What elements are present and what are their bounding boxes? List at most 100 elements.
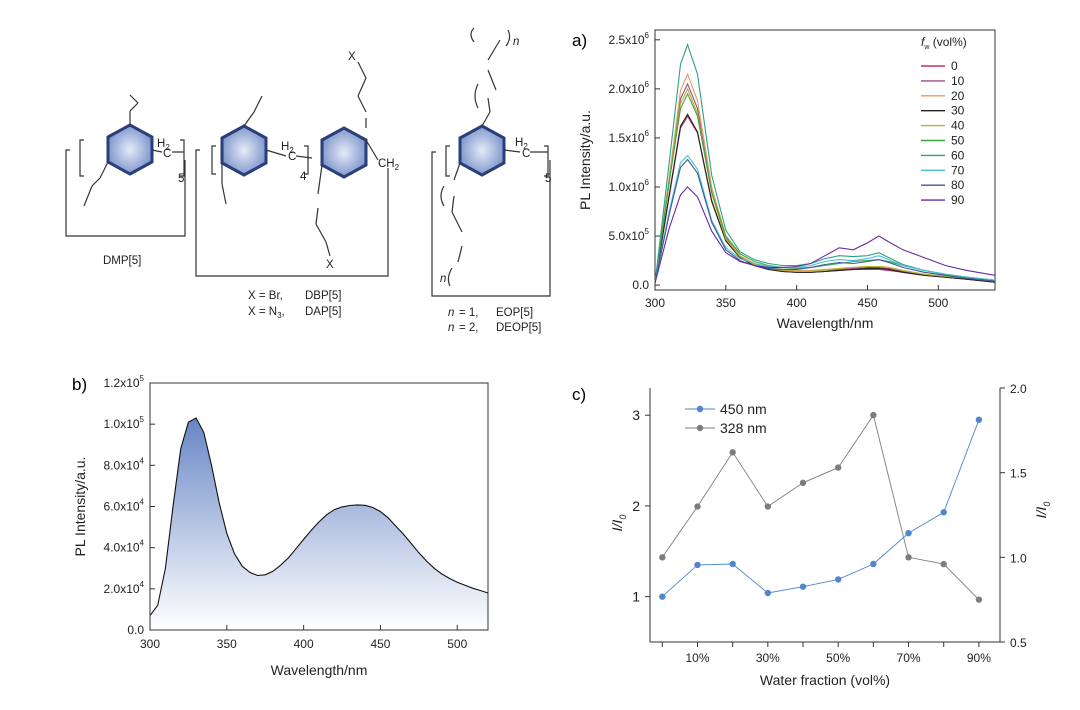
x-tick-label: 350	[716, 296, 736, 310]
series-line-70	[654, 154, 996, 284]
data-point-328nm	[975, 596, 983, 603]
bracket-right	[304, 145, 309, 175]
oxy-chain-bottom-3	[315, 223, 327, 243]
legend-label-60: 60	[951, 148, 965, 162]
methoxy-bond-bottom-3	[83, 185, 93, 207]
structure-dbp-labels: X H2 C 4 CH2 X X = Br, DBP[5] X = N3, DA…	[248, 51, 400, 320]
x-tick-label: 30%	[756, 651, 780, 665]
oxy-chain-top-3	[357, 77, 367, 97]
oxy-chain-bottom-2	[315, 207, 319, 225]
y-left-tick-label: 3	[632, 407, 640, 423]
data-point-328nm	[764, 503, 772, 510]
oxy-bracket-bottom	[440, 185, 445, 207]
oxy-chain-top-2	[357, 95, 367, 113]
oxy-bracket-top-3	[470, 27, 475, 43]
legend-label-90: 90	[951, 193, 965, 207]
y-right-tick-label: 1.5	[1010, 467, 1027, 481]
plot-frame	[654, 29, 996, 291]
oxy-chain-top-2	[487, 97, 491, 113]
oxy-chain-top-4	[357, 61, 367, 79]
macrocycle-loop	[431, 151, 551, 297]
dbp-caption-line1-x: X = Br,	[248, 290, 283, 302]
x-tick-label: 300	[645, 296, 665, 310]
spectrum-line	[149, 417, 489, 616]
eop-h2-label: H2	[515, 137, 528, 151]
eop-caption-line2-name: DEOP[5]	[496, 322, 541, 334]
x-tick-label: 350	[217, 637, 237, 651]
oxy-chain-bottom-1	[317, 164, 323, 195]
oxy-bracket-bottom-2	[447, 267, 453, 287]
eop-n-top-label: n	[513, 36, 519, 48]
bracket-left	[79, 139, 84, 177]
data-point-450nm	[659, 593, 666, 600]
series-line-20	[654, 72, 996, 284]
y-tick-label: 5.0x105	[609, 227, 650, 243]
legend-label-70: 70	[951, 163, 965, 177]
y-tick-label: 1.2x105	[104, 374, 145, 390]
panel-label-a: a)	[572, 31, 587, 50]
methoxy-bond-top-2	[129, 102, 139, 112]
legend-title: fw (vol%)	[921, 35, 967, 51]
y-tick-label: 4.0x104	[104, 539, 145, 555]
y-left-tick-label: 1	[632, 589, 640, 605]
dbp-caption-line1-name: DBP[5]	[305, 290, 341, 302]
data-point-328nm	[729, 449, 736, 456]
data-point-450nm	[799, 583, 807, 590]
dmp-c-label: C	[163, 148, 171, 160]
oxy-bracket-top-2	[505, 29, 511, 47]
benzene-ring	[458, 124, 506, 177]
chart-c: 1 2 3 0.5 1.0 1.5 2.0 10% 30% 50% 70% 90% Water frac…	[609, 382, 1052, 688]
y-tick-label: 6.0x104	[104, 498, 145, 514]
eop-caption-line2-eq: = 2,	[459, 322, 479, 334]
benzene-ring	[106, 123, 154, 176]
legend-label-10: 10	[951, 74, 965, 88]
dbp-h2-label: H2	[281, 141, 294, 155]
methoxy-bond-bottom-2	[221, 183, 227, 205]
y-tick-label: 2.0x106	[609, 80, 650, 96]
eop-caption-line1-eq: = 1,	[459, 307, 479, 319]
legend-label-40: 40	[951, 119, 965, 133]
series-line-50	[654, 92, 996, 284]
x-tick-label: 500	[928, 296, 948, 310]
oxy-chain-bottom-4	[457, 245, 463, 263]
x-tick-label: 450	[857, 296, 877, 310]
ring-to-ch2-bond	[503, 149, 521, 153]
oxy-chain-bottom-4	[325, 241, 331, 257]
dbp-x-top-label: X	[348, 51, 356, 63]
x-tick-label: 70%	[897, 651, 921, 665]
legend-swatch-marker	[696, 424, 704, 432]
data-point-328nm	[870, 411, 877, 419]
ring-to-ch2-bond-2	[365, 139, 379, 161]
legend-label-0: 0	[951, 59, 958, 73]
y-right-tick-label: 1.0	[1010, 551, 1027, 565]
data-point-450nm	[694, 561, 701, 569]
dmp-name: DMP[5]	[103, 255, 141, 267]
legend-label-50: 50	[951, 134, 965, 148]
structure-eop-labels: n H2 C 5 n n = 1, EOP[5] n = 2, DEOP[5]	[440, 36, 551, 334]
structure-dmp-labels: H2 C 5 DMP[5]	[103, 138, 184, 267]
data-point-450nm	[940, 509, 947, 516]
series-line-40	[654, 87, 996, 284]
x-tick-label: 90%	[967, 651, 991, 665]
legend-label-80: 80	[951, 178, 965, 192]
dbp-ch2-label: CH2	[378, 158, 400, 172]
structure-dmp	[65, 94, 186, 237]
oxy-bracket-top	[474, 83, 479, 109]
ring-to-ch2-bond	[151, 149, 163, 153]
ring-to-ch2-bond	[265, 149, 287, 157]
oxy-chain-top-1	[481, 111, 491, 127]
data-point-450nm	[729, 560, 736, 568]
series-line-450nm	[661, 419, 980, 597]
x-tick-label: 50%	[826, 651, 850, 665]
methoxy-bond-top-3	[129, 94, 139, 104]
methoxy-bond-bottom-2	[91, 177, 101, 187]
y-axis-label: PL Intensity/a.u.	[577, 110, 593, 210]
ch2-to-bracket-bond	[295, 155, 313, 159]
data-point-328nm	[834, 464, 842, 471]
series-line-90	[654, 186, 996, 284]
structure-dbp	[195, 61, 389, 277]
data-point-450nm	[764, 589, 772, 597]
data-point-450nm	[975, 416, 983, 423]
structure-eop	[431, 27, 551, 297]
